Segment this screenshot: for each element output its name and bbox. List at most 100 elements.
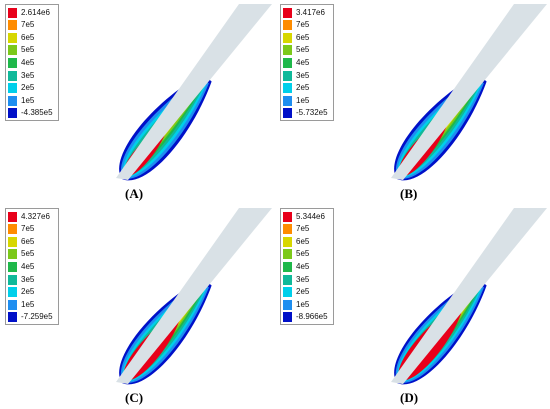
panel-caption: (D) [400, 390, 419, 405]
legend-label: 5.344e6 [296, 211, 325, 221]
color-legend: 5.344e6 7e5 6e5 5e5 4e5 3e5 2e5 1e5 -8.966e5 [280, 208, 334, 325]
legend-label: 3e5 [21, 70, 35, 80]
legend-swatch [283, 312, 292, 323]
legend-swatch [283, 108, 292, 119]
legend-label: -5.732e5 [296, 108, 328, 118]
legend-entry: 2.614e6 [8, 7, 58, 18]
legend-label: 2e5 [21, 287, 35, 297]
sheet-band [391, 4, 547, 180]
legend-swatch [8, 274, 17, 285]
color-legend: 3.417e6 7e5 6e5 5e5 4e5 3e5 2e5 1e5 -5.732e5 [280, 4, 334, 121]
legend-swatch [283, 57, 292, 68]
legend-label: -7.259e5 [21, 312, 53, 322]
legend-label: 4e5 [21, 261, 35, 271]
legend-swatch [8, 211, 17, 222]
legend-entry: 3e5 [283, 70, 333, 81]
legend-swatch [283, 274, 292, 285]
panel-c: 4.327e6 7e5 6e5 5e5 4e5 3e5 2e5 1e5 -7.259e5 (C) [0, 204, 275, 408]
legend-entry: 4.327e6 [8, 211, 58, 222]
legend-entry: 3.417e6 [283, 7, 333, 18]
stress-contour-plot [391, 208, 547, 385]
legend-entry: 4e5 [283, 57, 333, 68]
legend-swatch [8, 249, 17, 260]
sheet-band [391, 208, 547, 384]
legend-swatch [283, 45, 292, 56]
legend-entry: -4.385e5 [8, 108, 58, 119]
legend-label: 3e5 [21, 274, 35, 284]
legend-entry: 2e5 [8, 83, 58, 94]
stress-contour-plot [391, 4, 547, 181]
legend-label: 1e5 [21, 299, 35, 309]
legend-label: 5e5 [21, 45, 35, 55]
panel-caption: (C) [125, 390, 144, 405]
legend-label: 2e5 [296, 287, 310, 297]
legend-label: 6e5 [296, 32, 310, 42]
legend-swatch [283, 287, 292, 298]
legend-label: 1e5 [296, 95, 310, 105]
legend-entry: 5e5 [8, 45, 58, 56]
legend-label: 4e5 [21, 57, 35, 67]
legend-entry: 1e5 [283, 95, 333, 106]
legend-label: 3.417e6 [296, 7, 325, 17]
legend-label: 7e5 [296, 224, 310, 234]
legend-entry: -8.966e5 [283, 312, 333, 323]
legend-swatch [8, 236, 17, 247]
legend-label: 4e5 [296, 57, 310, 67]
legend-entry: 3e5 [283, 274, 333, 285]
legend-swatch [8, 312, 17, 323]
legend-swatch [8, 7, 17, 18]
legend-label: 4.327e6 [21, 211, 50, 221]
legend-label: 3e5 [296, 70, 310, 80]
legend-label: 5e5 [296, 45, 310, 55]
legend-entry: 1e5 [8, 95, 58, 106]
legend-entry: -5.732e5 [283, 108, 333, 119]
legend-swatch [283, 211, 292, 222]
legend-label: 6e5 [21, 236, 35, 246]
stress-contour-plot [116, 208, 272, 385]
legend-label: 7e5 [296, 20, 310, 30]
legend-label: 2e5 [21, 83, 35, 93]
legend-entry: 6e5 [8, 32, 58, 43]
legend-swatch [283, 224, 292, 235]
legend-swatch [8, 45, 17, 56]
legend-swatch [8, 83, 17, 94]
legend-label: 5e5 [21, 249, 35, 259]
legend-entry: 6e5 [8, 236, 58, 247]
legend-label: 7e5 [21, 20, 35, 30]
panel-a: 2.614e6 7e5 6e5 5e5 4e5 3e5 2e5 1e5 -4.385e5 (A) [0, 0, 275, 204]
legend-swatch [283, 32, 292, 43]
sheet-band [116, 4, 272, 180]
legend-label: 4e5 [296, 261, 310, 271]
legend-swatch [8, 70, 17, 81]
legend-label: 5e5 [296, 249, 310, 259]
legend-swatch [8, 20, 17, 31]
legend-swatch [283, 7, 292, 18]
legend-swatch [8, 287, 17, 298]
legend-label: 2.614e6 [21, 7, 50, 17]
legend-swatch [283, 249, 292, 260]
legend-swatch [283, 70, 292, 81]
legend-entry: 7e5 [283, 224, 333, 235]
legend-swatch [283, 20, 292, 31]
legend-swatch [8, 108, 17, 119]
legend-entry: 4e5 [8, 57, 58, 68]
legend-swatch [283, 261, 292, 272]
legend-label: 1e5 [296, 299, 310, 309]
legend-entry: 7e5 [8, 224, 58, 235]
legend-label: -8.966e5 [296, 312, 328, 322]
panel-b: 3.417e6 7e5 6e5 5e5 4e5 3e5 2e5 1e5 -5.732e5 (B) [275, 0, 550, 204]
color-legend: 4.327e6 7e5 6e5 5e5 4e5 3e5 2e5 1e5 -7.259e5 [5, 208, 59, 325]
legend-entry: 1e5 [283, 299, 333, 310]
sheet-band [116, 208, 272, 384]
legend-entry: 2e5 [283, 83, 333, 94]
legend-label: 3e5 [296, 274, 310, 284]
legend-entry: 3e5 [8, 70, 58, 81]
legend-label: 1e5 [21, 95, 35, 105]
legend-swatch [8, 95, 17, 106]
legend-swatch [8, 261, 17, 272]
legend-entry: 2e5 [8, 287, 58, 298]
legend-entry: 5.344e6 [283, 211, 333, 222]
legend-swatch [283, 83, 292, 94]
legend-entry: 6e5 [283, 236, 333, 247]
